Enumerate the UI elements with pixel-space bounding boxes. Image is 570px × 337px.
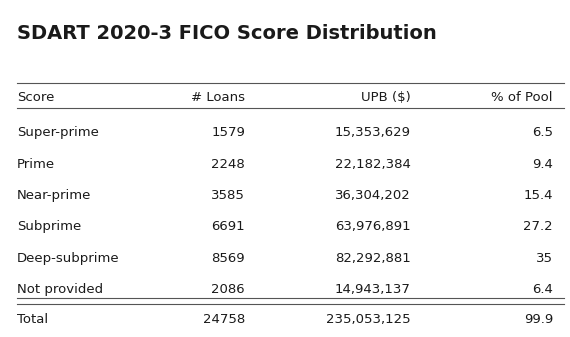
Text: 3585: 3585 [211,189,245,202]
Text: 235,053,125: 235,053,125 [326,313,410,327]
Text: 63,976,891: 63,976,891 [335,220,410,234]
Text: % of Pool: % of Pool [491,91,553,104]
Text: 14,943,137: 14,943,137 [335,283,410,296]
Text: 8569: 8569 [211,252,245,265]
Text: 82,292,881: 82,292,881 [335,252,410,265]
Text: 15.4: 15.4 [523,189,553,202]
Text: UPB ($): UPB ($) [361,91,410,104]
Text: # Loans: # Loans [191,91,245,104]
Text: 6691: 6691 [211,220,245,234]
Text: 2086: 2086 [211,283,245,296]
Text: 9.4: 9.4 [532,158,553,171]
Text: 24758: 24758 [203,313,245,327]
Text: 15,353,629: 15,353,629 [335,126,410,140]
Text: 27.2: 27.2 [523,220,553,234]
Text: SDART 2020-3 FICO Score Distribution: SDART 2020-3 FICO Score Distribution [17,24,437,42]
Text: Subprime: Subprime [17,220,82,234]
Text: Total: Total [17,313,48,327]
Text: 1579: 1579 [211,126,245,140]
Text: Near-prime: Near-prime [17,189,91,202]
Text: 6.5: 6.5 [532,126,553,140]
Text: Prime: Prime [17,158,55,171]
Text: 22,182,384: 22,182,384 [335,158,410,171]
Text: 35: 35 [536,252,553,265]
Text: Score: Score [17,91,55,104]
Text: Super-prime: Super-prime [17,126,99,140]
Text: 99.9: 99.9 [524,313,553,327]
Text: Not provided: Not provided [17,283,103,296]
Text: 36,304,202: 36,304,202 [335,189,410,202]
Text: Deep-subprime: Deep-subprime [17,252,120,265]
Text: 2248: 2248 [211,158,245,171]
Text: 6.4: 6.4 [532,283,553,296]
